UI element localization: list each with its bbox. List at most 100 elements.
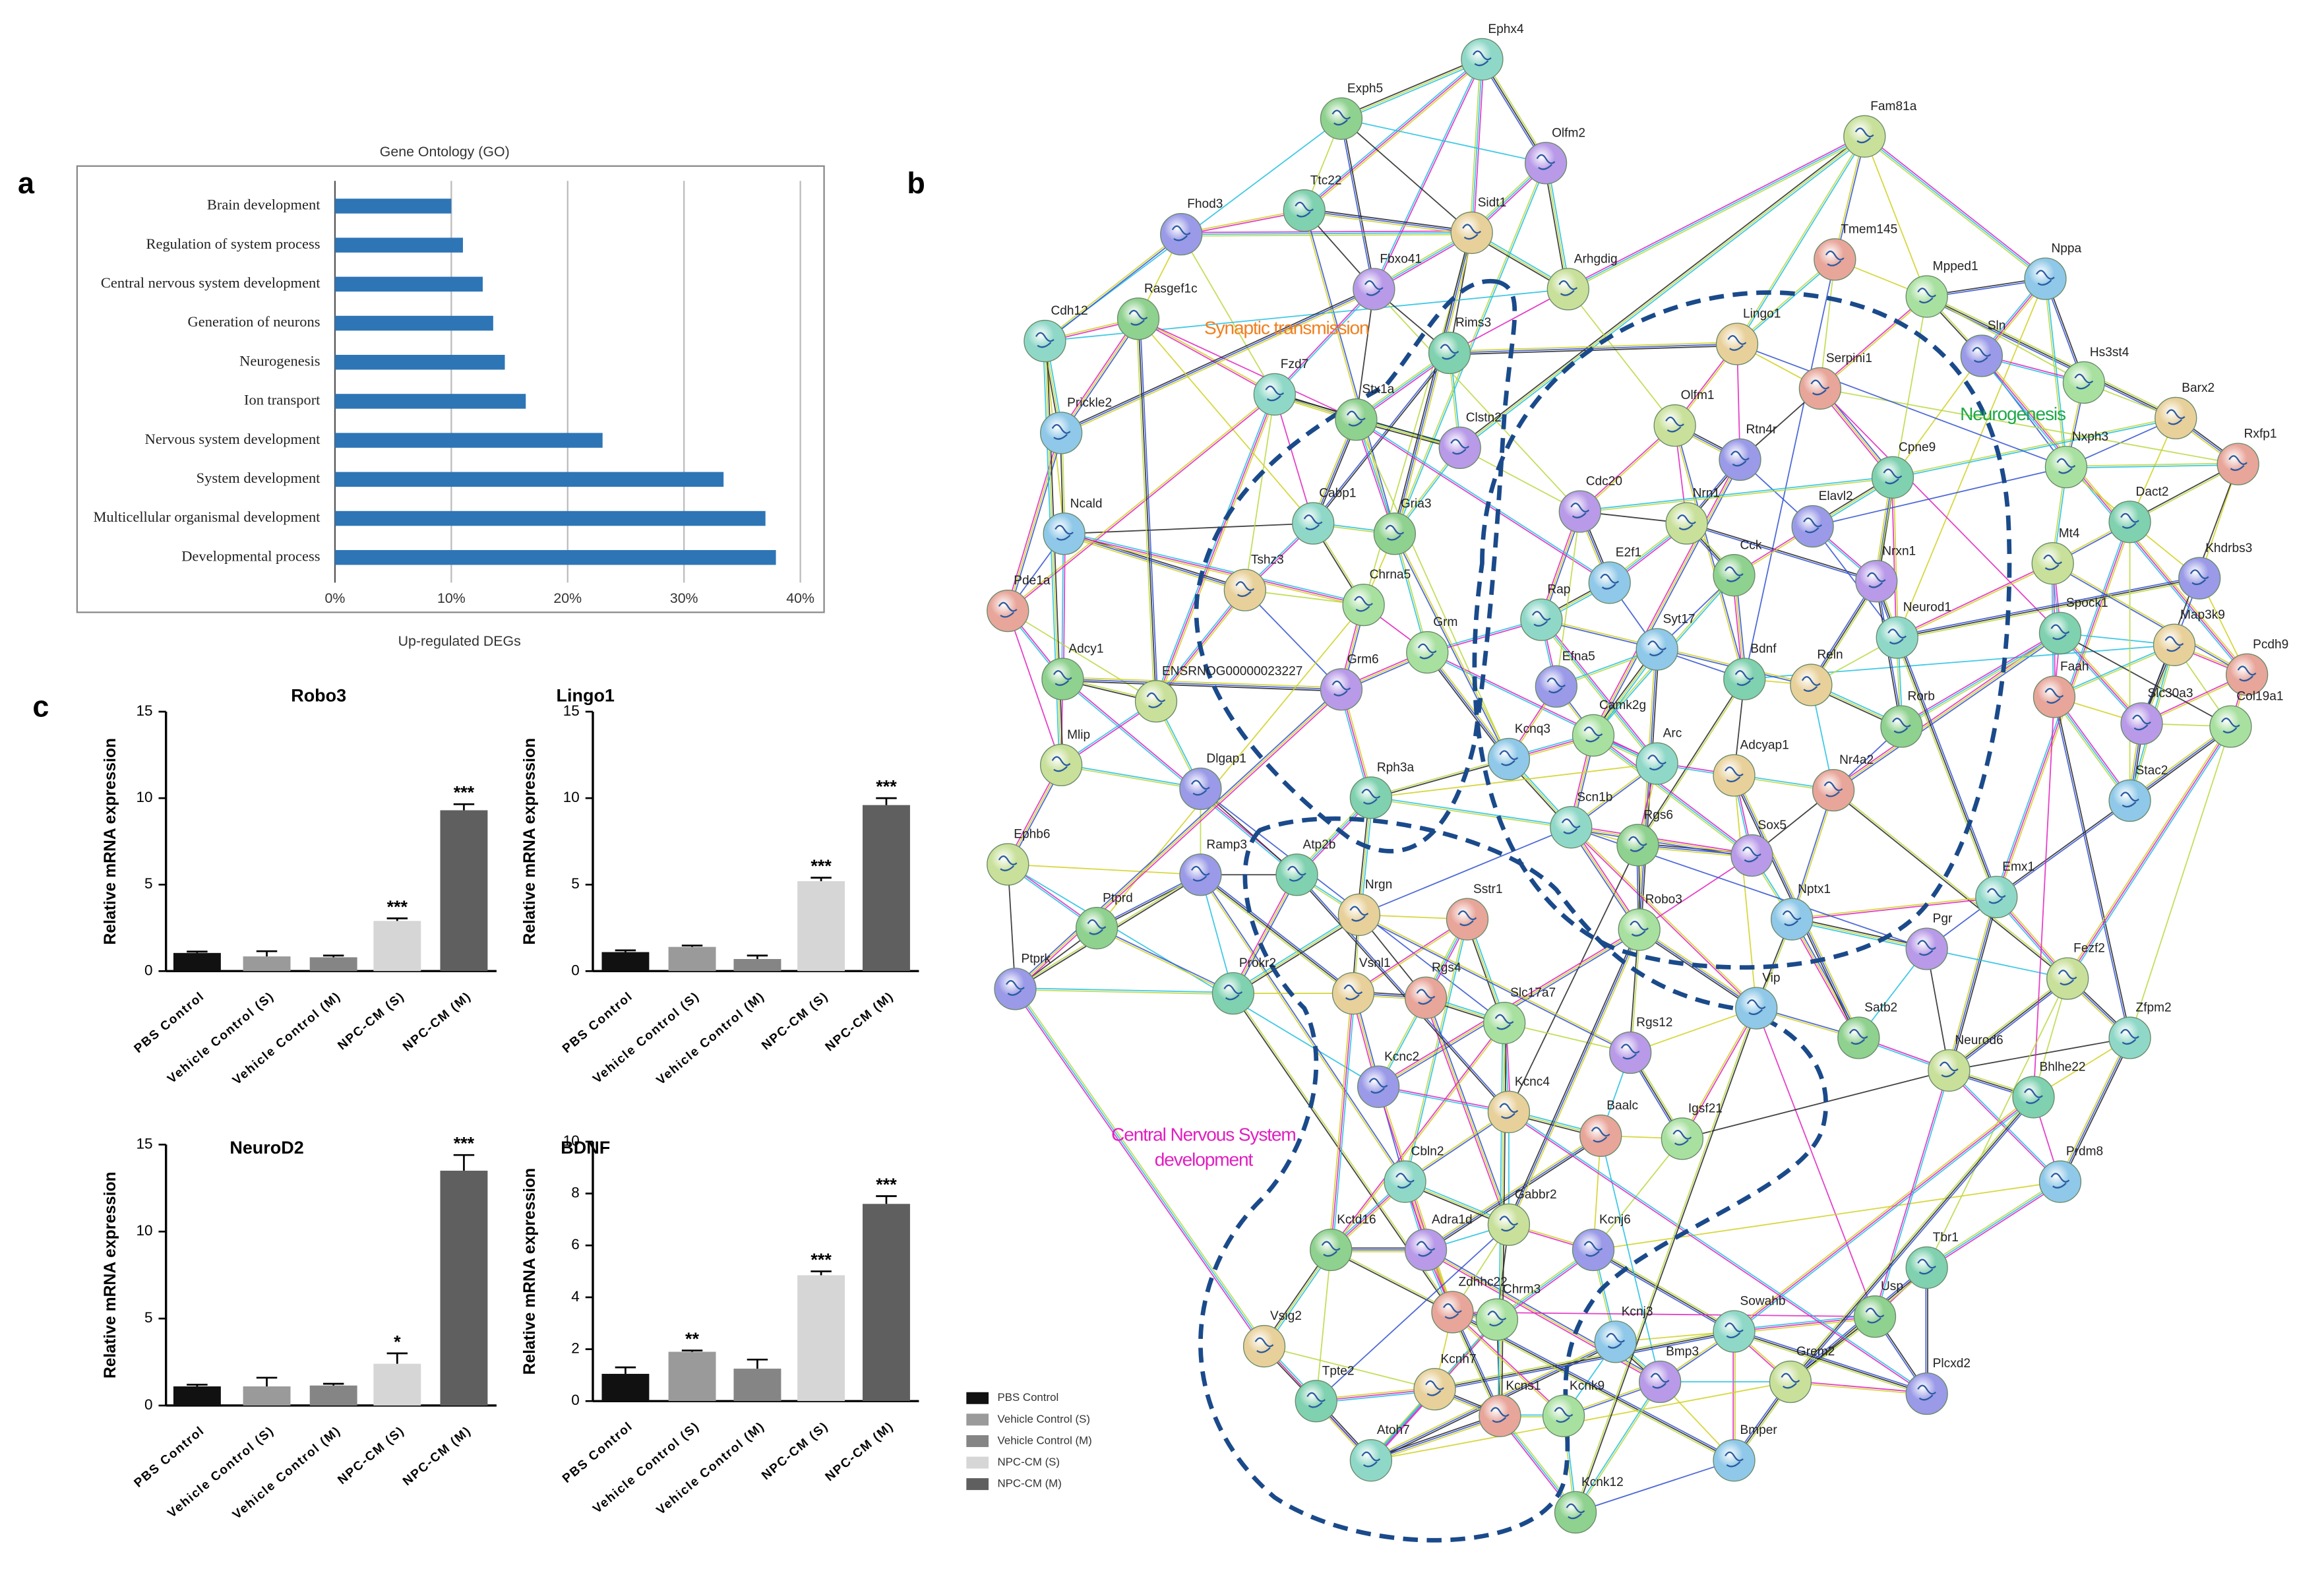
- network-node: [1337, 893, 1381, 937]
- node-label: Bmp3: [1666, 1345, 1699, 1359]
- network-node: [2038, 1160, 2082, 1203]
- network-node: [2024, 257, 2067, 300]
- network-node: [2012, 1076, 2055, 1119]
- y-tick-label: 10: [563, 789, 580, 805]
- network-node: [1406, 631, 1449, 674]
- node-structure: [1939, 1061, 1959, 1078]
- network-edge: [1016, 987, 1267, 1346]
- node-structure: [1416, 989, 1436, 1005]
- node-structure: [1781, 1373, 1800, 1389]
- node-label: Fezf2: [2073, 942, 2105, 956]
- network-edge: [1791, 918, 1927, 950]
- network-node: [1524, 142, 1568, 185]
- network-node: [1554, 1491, 1597, 1533]
- network-edge: [1571, 824, 1753, 855]
- network-edge: [1064, 522, 1314, 535]
- node-label: Fbxo41: [1380, 252, 1422, 266]
- node-structure: [2132, 714, 2151, 731]
- network-edge: [1007, 610, 1157, 702]
- x-tick-label: Vehicle Control (M): [654, 989, 768, 1088]
- node-structure: [1725, 766, 1744, 783]
- legend-swatch: [966, 1392, 989, 1404]
- network-edge: [1543, 163, 1568, 290]
- network-edge: [1316, 1224, 1510, 1402]
- network-edge: [1330, 1022, 1504, 1250]
- node-structure: [1972, 347, 1992, 363]
- network-node: [1040, 412, 1083, 454]
- network-edge: [2055, 695, 2132, 800]
- bar: [334, 433, 603, 448]
- node-label: Vsig2: [1270, 1309, 1302, 1323]
- network-edge: [1139, 319, 1159, 702]
- node-structure: [1171, 225, 1191, 241]
- network-node: [1905, 927, 1948, 970]
- node-structure: [1331, 680, 1351, 697]
- network-edge: [1926, 1181, 2061, 1268]
- bar: [334, 276, 483, 292]
- network-edge: [2065, 462, 2238, 467]
- network-node: [1292, 502, 1335, 545]
- node-structure: [2044, 688, 2064, 704]
- node-label: Pde1a: [1014, 574, 1051, 588]
- network-edge: [1315, 1249, 1332, 1402]
- network-node: [2031, 542, 2074, 585]
- network-edge: [1734, 1098, 2035, 1334]
- x-tick-label: PBS Control: [560, 989, 636, 1056]
- network-edge: [1395, 533, 1510, 759]
- node-label: Grm6: [1347, 652, 1379, 666]
- node-label: Rgs12: [1636, 1016, 1672, 1030]
- node-structure: [1306, 1392, 1326, 1408]
- network-node: [1283, 189, 1326, 232]
- node-structure: [1395, 1173, 1415, 1189]
- network-edge: [1812, 466, 2067, 527]
- node-structure: [1583, 726, 1603, 743]
- network-node: [1043, 512, 1086, 555]
- node-structure: [1235, 581, 1255, 598]
- network-edge: [1580, 425, 1676, 513]
- node-label: Cbln2: [1411, 1145, 1444, 1159]
- y-axis-label: Relative mRNA expression: [102, 1171, 119, 1378]
- network-edge: [1181, 230, 1472, 233]
- node-label: ENSRNOG00000023227: [1162, 664, 1302, 678]
- node-label: Scn1b: [1577, 790, 1612, 804]
- chart-title: Robo3: [291, 686, 346, 706]
- network-edge: [1378, 1087, 1509, 1114]
- node-label: Faah: [2060, 660, 2089, 674]
- network-edge: [1791, 1098, 2036, 1384]
- node-label: Hs3st4: [2090, 346, 2129, 359]
- node-label: Kcnk9: [1570, 1379, 1605, 1393]
- node-label: Cck: [1740, 538, 1762, 552]
- legend-label: PBS Control: [998, 1391, 1059, 1404]
- network-edge: [1949, 1069, 2062, 1182]
- network-edge: [1459, 136, 1865, 449]
- network-edge: [1014, 687, 1341, 989]
- network-node: [1134, 680, 1178, 723]
- network-edge: [1896, 562, 2053, 638]
- node-label: Nptx1: [1798, 882, 1831, 896]
- node-label: Dact2: [2136, 485, 2169, 499]
- bar: [733, 1369, 781, 1402]
- network-edge: [1370, 796, 1572, 827]
- node-structure: [1364, 280, 1384, 296]
- network-edge: [1896, 278, 2046, 638]
- network-edge: [1199, 875, 1353, 995]
- node-label: Mlip: [1067, 728, 1090, 742]
- node-structure: [1854, 127, 1874, 144]
- network-edge: [1892, 416, 2176, 478]
- network-edge: [1008, 433, 1064, 612]
- network-edge: [2052, 563, 2247, 676]
- bar: [173, 952, 221, 972]
- node-structure: [2050, 624, 2070, 640]
- node-structure: [1321, 1241, 1341, 1257]
- node-label: Kcnq3: [1515, 722, 1550, 736]
- network-node: [1572, 714, 1615, 757]
- chart-title: Gene Ontology (GO): [380, 144, 510, 160]
- network-edge: [1060, 318, 1139, 433]
- node-label: Zdhhc22: [1458, 1275, 1507, 1289]
- network-edge: [1355, 419, 1610, 584]
- network-node: [1636, 742, 1678, 785]
- network-edge: [1451, 1312, 1564, 1417]
- network-edge: [1060, 287, 1374, 432]
- network-edge: [1734, 1317, 1876, 1334]
- node-structure: [2120, 1029, 2139, 1045]
